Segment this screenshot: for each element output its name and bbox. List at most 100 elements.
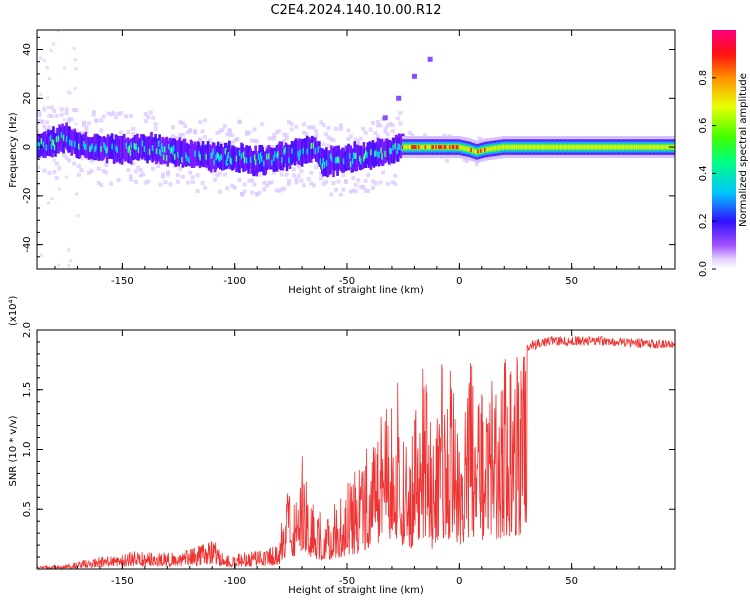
spectrogram-bin-band [639,145,642,150]
spectrogram-bin-faint [64,111,69,116]
spectrogram-bin-band [428,145,432,150]
spectrogram-bin-faint [37,121,39,126]
spectrogram-bin-faint [74,129,79,134]
spectrogram-xtick-label: 0 [456,276,462,287]
spectrogram-bin-max [435,145,439,150]
spectrogram-bin-faint [67,248,71,252]
spectrogram-bin-max [452,145,456,150]
colorbar-ticks: 0.0 0.2 0.4 0.6 0.8 [698,70,716,277]
spectrogram-bin-band [579,145,583,150]
spectrogram-bin-max [440,145,444,150]
spectrogram-bin-band [644,145,648,150]
spectrogram-bin-faint [353,137,358,142]
spectrogram-frame [36,29,676,270]
spectrogram-bin-faint [91,112,96,117]
spectrogram-bin-faint [153,122,158,127]
spectrogram-ytick-label: 0 [22,144,33,150]
spectrogram-bin-faint [72,47,76,51]
spectrogram-bin-band [534,145,537,150]
spectrogram-bin-band [640,145,644,150]
spectrogram-bin-band [532,145,536,150]
spectrogram-bin-max [479,148,483,153]
spectrogram-bin-faint [390,180,395,185]
spectrogram-bin-faint [76,214,80,218]
spectrogram-bin-band [406,145,409,150]
spectrogram-bin-faint [109,181,114,186]
spectrogram-bin-faint [62,153,67,158]
spectrogram-bin-faint [148,110,153,115]
spectrogram-bin-band [578,145,582,150]
snr-xtick-label: -100 [223,576,246,587]
spectrogram-bin-faint [62,118,66,122]
spectrogram-bin-faint [282,138,287,143]
spectrogram-bin-faint [380,170,385,175]
spectrogram-bin-faint [178,120,183,125]
spectrogram-bin-band [474,149,478,154]
spectrogram-bin-band [540,145,544,150]
spectrogram-bin-band [636,145,640,150]
spectrogram-bin-faint [272,136,277,141]
spectrogram-bin-faint [44,120,49,125]
spectrogram-bin-band [582,145,586,150]
spectrogram-bin-faint [385,132,390,137]
spectrogram-bin-faint [237,119,242,124]
spectrogram-bin-faint [119,130,124,135]
spectrogram-bin-faint [314,133,319,138]
spectrogram-bin-faint [296,164,301,169]
spectrogram-bin-band [489,146,493,151]
spectrogram-bin-faint [358,136,363,141]
colorbar: 0.0 0.2 0.4 0.6 0.8 Normalized spectral ampl… [698,30,749,277]
spectrogram-bin-band [547,145,551,150]
snr-xtick-label: -50 [339,576,355,587]
spectrogram-bin-faint [175,173,180,178]
spectrogram-bin-faint [89,158,94,163]
spectrogram-bin-faint [163,180,168,185]
spectrogram-bin-faint [65,107,69,111]
spectrogram-bin-faint [314,129,319,134]
spectrogram-bin-faint [37,129,39,134]
spectrogram-bin-faint [304,131,309,136]
spectrogram-ytick-label: 40 [22,43,33,56]
spectrogram-bin-band [459,145,463,150]
spectrogram-xtick-label: -50 [339,276,355,287]
spectrogram-bin-band [663,145,667,150]
spectrogram-bin-band [565,145,568,150]
spectrogram-bin-faint [104,163,109,168]
spectrogram-bin-band [635,145,638,150]
spectrogram-bin-faint [477,136,482,141]
spectrogram-bin-faint [225,132,230,137]
spectrogram-bin-band [523,145,526,150]
spectrogram-bin-faint [57,166,62,171]
spectrogram-bin-faint [188,170,193,175]
snr-xlabel: Height of straight line (km) [288,585,424,596]
spectrogram-bin-faint [203,134,208,139]
spectrogram-bin-band [610,145,614,150]
spectrogram-bin-faint [232,185,237,190]
spectrogram-bin-band [466,146,470,151]
spectrogram-bin-band [598,145,602,150]
spectrogram-bin-band [408,145,412,150]
spectrogram-bin-band [446,145,450,150]
spectrogram-bin-faint [294,180,299,185]
spectrogram-marks [37,30,675,268]
snr-xtick-label: 50 [565,576,578,587]
spectrogram-bin-band [551,145,555,150]
spectrogram-bin-faint [262,187,267,192]
spectrogram-bin-band [426,145,429,150]
spectrogram-bin-faint [111,111,116,116]
spectrogram-bin-faint [321,123,326,128]
spectrogram-bin-max [432,145,436,150]
spectrogram-bin-faint [47,113,52,118]
spectrogram-axes: -150 -100 -50 0 50 -40 -20 0 20 40 [22,30,675,287]
spectrogram-bin-faint [165,172,170,177]
spectrogram-bin-faint [274,130,279,135]
spectrogram-bin-faint [198,120,203,125]
spectrogram-bin-faint [81,123,86,128]
spectrogram-bin-band [531,145,534,150]
spectrogram-bin-faint [309,170,314,175]
snr-ytick-label: 0.5 [22,501,33,517]
snr-panel: -150 -100 -50 0 50 0.5 1.0 1.5 2.0 Height of str… [8,295,676,596]
spectrogram-bin-band [633,145,637,150]
spectrogram-bin-faint [180,174,185,179]
spectrogram-bin-faint [319,176,324,181]
